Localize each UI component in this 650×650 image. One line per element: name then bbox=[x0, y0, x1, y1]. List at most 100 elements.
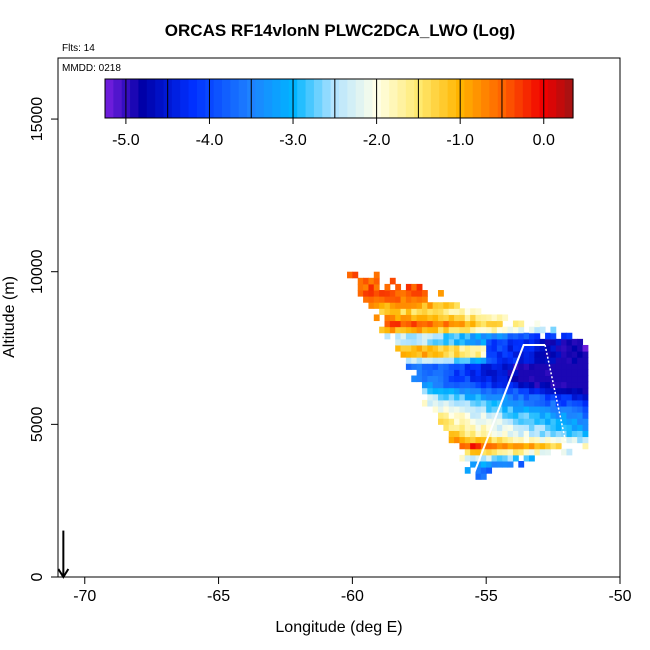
heatmap-cell bbox=[496, 399, 503, 407]
heatmap-cell bbox=[470, 351, 476, 358]
heatmap-cell bbox=[582, 387, 589, 395]
heatmap-cell bbox=[438, 369, 444, 377]
heatmap-cell bbox=[475, 320, 482, 328]
x-tick-label: -55 bbox=[475, 588, 498, 605]
heatmap-cell bbox=[529, 375, 535, 383]
heatmap-cell bbox=[459, 308, 466, 315]
heatmap-cell bbox=[566, 357, 573, 364]
colorbar-swatch bbox=[522, 79, 532, 118]
heatmap-cell bbox=[480, 448, 487, 456]
heatmap-cell bbox=[577, 375, 584, 383]
heatmap-cell bbox=[582, 406, 589, 413]
heatmap-cell bbox=[384, 283, 391, 291]
heatmap-cell bbox=[555, 418, 562, 425]
heatmap-cell bbox=[507, 351, 514, 358]
heatmap-cell bbox=[432, 369, 439, 377]
heatmap-cell bbox=[448, 369, 455, 377]
heatmap-cell bbox=[523, 448, 530, 456]
heatmap-cell bbox=[454, 308, 460, 315]
heatmap-cell bbox=[454, 338, 460, 346]
heatmap-cell bbox=[496, 363, 503, 370]
heatmap-cell bbox=[491, 357, 498, 364]
colorbar-swatch bbox=[196, 79, 206, 118]
heatmap-cell bbox=[475, 332, 482, 340]
heatmap-cell bbox=[566, 406, 573, 413]
heatmap-cell bbox=[416, 302, 423, 309]
heatmap-cell bbox=[491, 442, 498, 450]
flight-track bbox=[354, 289, 568, 477]
heatmap-cell bbox=[534, 418, 541, 425]
heatmap-cell bbox=[561, 344, 567, 352]
heatmap-cell bbox=[432, 326, 439, 334]
heatmap-cell bbox=[539, 406, 546, 413]
heatmap-cell bbox=[571, 338, 578, 346]
heatmap-cell bbox=[566, 363, 573, 370]
colorbar-swatch bbox=[138, 79, 148, 118]
heatmap-cell bbox=[550, 338, 557, 346]
heatmap-cell bbox=[470, 314, 476, 322]
heatmap-cell bbox=[427, 351, 434, 358]
heatmap-cell bbox=[470, 363, 476, 370]
heatmap-cell bbox=[459, 314, 466, 322]
heatmap-cell bbox=[464, 351, 471, 358]
heatmap-cell bbox=[464, 381, 471, 389]
colorbar-swatch bbox=[489, 79, 499, 118]
heatmap-cell bbox=[507, 338, 514, 346]
heatmap-cell bbox=[496, 418, 503, 425]
heatmap-cell bbox=[534, 430, 541, 438]
colorbar-tick-label: -2.0 bbox=[363, 132, 391, 149]
heatmap-cell bbox=[427, 332, 434, 340]
heatmap-cell bbox=[491, 448, 498, 456]
heatmap-cell bbox=[459, 357, 466, 364]
heatmap-cell bbox=[432, 399, 439, 407]
heatmap-cell bbox=[373, 302, 380, 309]
heatmap-cell bbox=[545, 332, 551, 340]
heatmap-cell bbox=[368, 302, 375, 309]
heatmap-cell bbox=[443, 302, 450, 309]
heatmap-cell bbox=[443, 387, 450, 395]
heatmap-cell bbox=[582, 436, 589, 444]
heatmap-cell bbox=[534, 320, 541, 328]
heatmap-cell bbox=[438, 320, 444, 328]
heatmap-cell bbox=[512, 320, 519, 328]
heatmap-cell bbox=[582, 399, 589, 407]
heatmap-cell bbox=[400, 326, 407, 334]
y-axis: 0 5000 10000 15000 bbox=[29, 97, 58, 581]
heatmap-cell bbox=[459, 442, 466, 450]
heatmap-cell bbox=[411, 344, 418, 352]
heatmap-cell bbox=[539, 424, 546, 431]
heatmap-cell bbox=[475, 314, 482, 322]
heatmap-cell bbox=[475, 357, 482, 364]
heatmap-cell bbox=[352, 271, 359, 279]
heatmap-cell bbox=[529, 436, 535, 444]
heatmap-cell bbox=[448, 430, 455, 438]
heatmap-cell bbox=[566, 430, 573, 438]
heatmap-cell bbox=[405, 344, 412, 352]
heatmap-cell bbox=[454, 369, 460, 377]
heatmap-cell bbox=[539, 344, 546, 352]
heatmap-cell bbox=[577, 338, 584, 346]
heatmap-cell bbox=[438, 302, 444, 309]
colorbar-swatch bbox=[213, 79, 223, 118]
heatmap-cell bbox=[448, 436, 455, 444]
colorbar-swatch bbox=[439, 79, 449, 118]
heatmap-cell bbox=[555, 338, 562, 346]
heatmap-cell bbox=[534, 351, 541, 358]
heatmap-cell bbox=[486, 344, 493, 352]
heatmap-cell bbox=[496, 332, 503, 340]
heatmap-cell bbox=[373, 283, 380, 291]
heatmap-cell bbox=[427, 357, 434, 364]
heatmap-cell bbox=[427, 363, 434, 370]
heatmap-cell bbox=[523, 406, 530, 413]
heatmap-cell bbox=[529, 357, 535, 364]
heatmap-cell bbox=[438, 381, 444, 389]
heatmap-cell bbox=[432, 406, 439, 413]
heatmap-cell bbox=[475, 473, 482, 480]
heatmap-cell bbox=[459, 375, 466, 383]
heatmap-cell bbox=[555, 424, 562, 431]
heatmap-cell bbox=[496, 412, 503, 419]
heatmap-cell bbox=[512, 369, 519, 377]
heatmap-cell bbox=[480, 314, 487, 322]
heatmap-cell bbox=[411, 338, 418, 346]
heatmap-cell bbox=[480, 424, 487, 431]
